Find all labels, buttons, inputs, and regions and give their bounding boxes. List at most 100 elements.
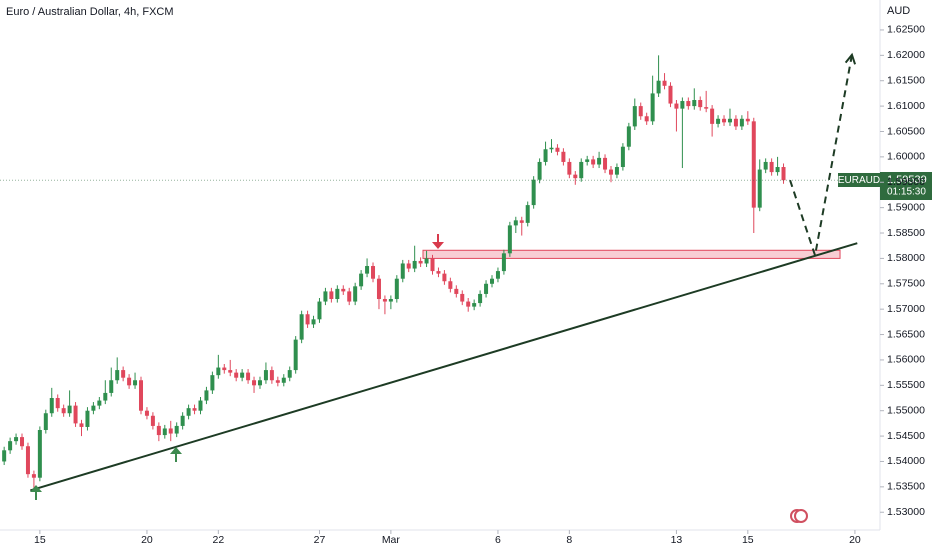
candle-body — [674, 103, 679, 109]
candle-body — [353, 286, 358, 302]
candle-body — [133, 380, 138, 386]
candle-body — [650, 93, 655, 122]
x-tick-label: 6 — [495, 534, 501, 546]
candle-body — [323, 291, 328, 302]
candle-body — [228, 370, 233, 373]
candle-body — [138, 380, 143, 411]
candle-body — [757, 169, 762, 208]
candle-body — [79, 423, 84, 427]
candle-body — [686, 101, 691, 107]
candle-body — [20, 437, 25, 447]
candle-body — [436, 271, 441, 274]
y-tick-label: 1.61000 — [887, 100, 925, 112]
candle-body — [299, 314, 304, 340]
candle-body — [109, 380, 114, 393]
countdown: 01:15:30 — [887, 187, 926, 198]
x-tick-label: Mar — [382, 534, 401, 546]
y-tick-label: 1.56500 — [887, 328, 925, 340]
candle-body — [257, 380, 262, 386]
candle-body — [490, 278, 495, 284]
candle-body — [275, 380, 280, 383]
x-tick-label: 8 — [566, 534, 572, 546]
candle-body — [460, 293, 465, 302]
candle-body — [400, 263, 405, 279]
candle-body — [430, 258, 435, 272]
y-tick-label: 1.58000 — [887, 252, 925, 264]
candle-body — [769, 161, 774, 173]
y-tick-label: 1.59500 — [887, 176, 925, 188]
x-tick-label: 13 — [671, 534, 683, 546]
price-tag — [880, 172, 932, 200]
candle-body — [638, 106, 643, 117]
candle-body — [513, 220, 518, 226]
candle-body — [335, 288, 340, 300]
x-tick-label: 15 — [742, 534, 754, 546]
candle-body — [680, 101, 685, 109]
candle-body — [448, 281, 453, 289]
symbol-tag — [838, 173, 880, 187]
candle-body — [603, 157, 608, 170]
candle-body — [573, 174, 578, 179]
candle-body — [252, 380, 257, 386]
candle-body — [608, 169, 613, 175]
candle-body — [49, 398, 54, 414]
candle-body — [591, 159, 596, 165]
chart-title: Euro / Australian Dollar, 4h, FXCM — [6, 6, 174, 18]
candle-body — [531, 179, 536, 206]
candle-body — [14, 437, 19, 442]
candle-body — [579, 161, 584, 179]
candle-body — [704, 107, 709, 109]
candle-body — [614, 167, 619, 175]
candle-body — [198, 400, 203, 411]
event-icon[interactable] — [794, 509, 808, 523]
candle-body — [246, 372, 251, 381]
candle-body — [751, 121, 756, 208]
candle-body — [222, 367, 227, 371]
up-arrow — [30, 485, 42, 500]
candle-body — [269, 370, 274, 381]
candle-body — [597, 157, 602, 165]
y-tick-label: 1.55000 — [887, 404, 925, 416]
candle-body — [424, 258, 429, 264]
candle-body — [388, 299, 393, 302]
y-tick-label: 1.57500 — [887, 278, 925, 290]
candle-body — [174, 425, 179, 434]
candle-body — [507, 225, 512, 254]
candle-body — [763, 161, 768, 170]
candle-body — [240, 372, 245, 378]
candle-body — [478, 293, 483, 304]
y-tick-label: 1.61500 — [887, 74, 925, 86]
candle-body — [644, 116, 649, 122]
projection-arrowhead — [844, 52, 857, 65]
x-tick-label: 22 — [212, 534, 224, 546]
candle-body — [115, 370, 120, 381]
candle-body — [537, 161, 542, 180]
candle-body — [698, 100, 703, 108]
candle-body — [382, 299, 387, 302]
candle-body — [210, 375, 215, 391]
candle-body — [127, 377, 132, 386]
candle-body — [317, 301, 322, 320]
candle-body — [662, 80, 667, 86]
y-tick-label: 1.54500 — [887, 430, 925, 442]
candle-body — [406, 263, 411, 269]
candle-body — [61, 408, 66, 414]
y-tick-label: 1.56000 — [887, 354, 925, 366]
candle-body — [55, 398, 60, 409]
candle-body — [25, 446, 30, 475]
y-tick-label: 1.59000 — [887, 201, 925, 213]
candle-body — [281, 377, 286, 383]
candle-body — [192, 408, 197, 411]
candle-body — [144, 410, 149, 416]
candle-body — [347, 291, 352, 302]
y-tick-label: 1.57000 — [887, 303, 925, 315]
candle-body — [150, 415, 155, 426]
candle-body — [555, 147, 560, 152]
candle-body — [418, 260, 423, 264]
candle-body — [365, 266, 370, 274]
y-tick-label: 1.53500 — [887, 481, 925, 493]
candle-body — [311, 319, 316, 325]
candle-body — [484, 283, 489, 294]
